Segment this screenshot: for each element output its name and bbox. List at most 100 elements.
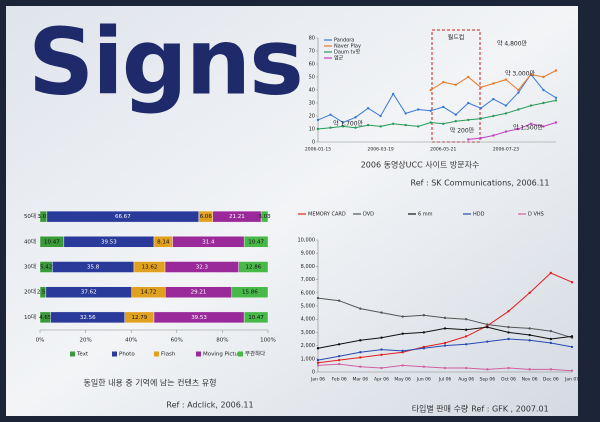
point <box>380 366 383 370</box>
data-label: 21.21 <box>229 214 245 220</box>
point <box>549 368 553 371</box>
data-label: 6.06 <box>200 214 213 220</box>
x-tick-label: 40% <box>125 338 137 344</box>
data-label: 3.03 <box>37 214 50 220</box>
point <box>454 113 457 116</box>
x-tick-label: 20% <box>79 338 91 344</box>
point <box>359 365 362 368</box>
point <box>517 91 520 94</box>
legend-label: HDD <box>473 212 485 218</box>
annotation: 약 1,500만 <box>513 124 544 132</box>
legend-label: DVD <box>363 212 374 218</box>
point <box>504 78 508 81</box>
point <box>528 339 531 342</box>
point <box>492 97 495 101</box>
point <box>443 344 447 347</box>
point <box>542 125 545 128</box>
point <box>337 362 341 366</box>
point <box>454 83 457 87</box>
point <box>554 99 558 102</box>
legend-label: 무관하다 <box>245 350 265 358</box>
series-line <box>317 99 557 130</box>
y-tick-label: 1,000 <box>301 356 315 362</box>
point <box>366 123 370 127</box>
point <box>391 92 395 96</box>
point <box>504 104 508 107</box>
data-label: 4.65 <box>39 315 52 321</box>
x-tick-label: Nov 06 <box>522 377 538 383</box>
point <box>549 271 553 275</box>
point <box>422 365 426 368</box>
point <box>486 340 489 343</box>
point <box>464 366 468 370</box>
point <box>366 107 370 110</box>
point <box>401 364 404 367</box>
data-label: 32.56 <box>80 315 96 321</box>
y-tick-label: 10 <box>309 127 315 133</box>
bar-segment <box>260 210 269 223</box>
annotation: 약 3,000만 <box>505 70 536 78</box>
point <box>316 358 320 362</box>
point <box>316 364 320 367</box>
x-tick-label: Apr 06 <box>374 377 389 383</box>
point <box>492 134 495 137</box>
point <box>467 101 470 105</box>
data-label: 15.86 <box>242 290 258 296</box>
point <box>528 327 531 330</box>
point <box>467 75 470 79</box>
y-tick-label: 30대 <box>24 263 36 271</box>
point <box>529 104 533 107</box>
data-label: 29.21 <box>191 290 207 296</box>
point <box>354 126 357 129</box>
bar-segment <box>243 236 269 248</box>
x-tick-label: Oct 06 <box>501 377 516 383</box>
point <box>570 369 574 372</box>
legend-swatch <box>154 351 159 357</box>
point <box>316 347 320 350</box>
data-label: 14.72 <box>141 290 157 296</box>
point <box>380 336 383 339</box>
caption: 2006 동영상UCC 사이트 방문자수 <box>361 160 480 170</box>
y-tick-label: 10대 <box>24 313 36 321</box>
data-label: 10.47 <box>248 239 264 245</box>
point <box>354 116 357 119</box>
point <box>570 335 574 338</box>
y-tick-label: 50 <box>309 75 315 81</box>
point <box>492 82 495 85</box>
point <box>507 366 510 370</box>
y-tick-label: 40대 <box>24 237 36 245</box>
y-tick-label: 3,000 <box>301 330 315 336</box>
x-tick-label: 80% <box>216 338 228 344</box>
point <box>401 315 404 318</box>
point <box>429 121 432 124</box>
y-tick-label: 2,000 <box>301 343 315 349</box>
point <box>443 316 447 320</box>
point <box>464 343 468 346</box>
x-tick-label: Jul 06 <box>438 377 452 383</box>
data-label: 32.3 <box>196 265 209 271</box>
data-label: 8.14 <box>157 239 170 245</box>
legend-swatch <box>238 351 243 357</box>
legend-swatch <box>112 351 117 357</box>
data-label: 35.8 <box>87 265 100 271</box>
point <box>549 329 553 333</box>
point <box>359 356 362 359</box>
point <box>479 117 483 120</box>
legend-label: 6 mm <box>418 212 433 218</box>
bar-segment <box>243 311 269 324</box>
data-label: 12.79 <box>132 315 148 321</box>
point <box>507 310 510 313</box>
point <box>464 335 468 338</box>
y-tick-label: 0 <box>312 140 315 146</box>
annotation: 약 4,800만 <box>497 40 528 48</box>
point <box>528 368 531 371</box>
point <box>337 299 341 302</box>
x-tick-label: 2006-07-23 <box>493 147 519 153</box>
legend-label: Moving Picture <box>203 352 244 358</box>
point <box>443 327 447 330</box>
point <box>464 328 468 331</box>
point <box>429 109 432 113</box>
legend-swatch <box>196 351 201 357</box>
point <box>554 69 558 72</box>
x-tick-label: Feb 06 <box>332 377 347 383</box>
